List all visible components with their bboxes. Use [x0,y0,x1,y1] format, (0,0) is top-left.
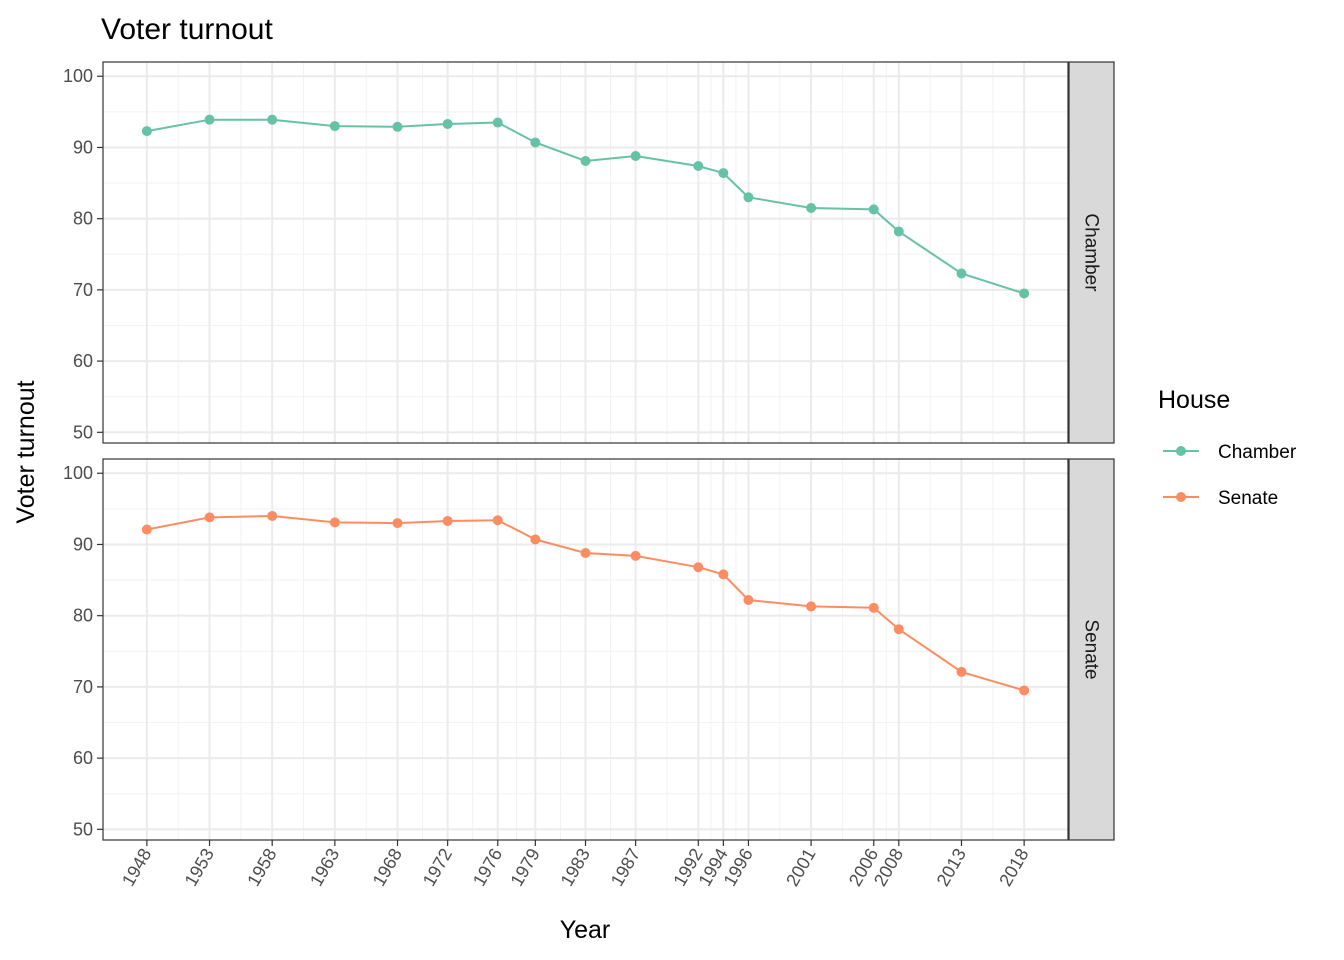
y-tick-label: 50 [73,819,93,839]
data-point-chamber-1976 [492,117,503,128]
data-point-chamber-1992 [693,160,704,171]
legend-point [1176,492,1186,502]
data-point-senate-1979 [530,534,541,545]
data-point-chamber-1958 [267,114,278,125]
data-point-senate-2001 [806,601,817,612]
y-tick-label: 90 [73,137,93,157]
series-line-senate [146,514,1025,692]
data-point-senate-1972 [442,515,453,526]
x-axis-title: Year [560,916,611,944]
data-point-chamber-1953 [204,114,215,125]
data-point-senate-2018 [1019,685,1030,696]
x-tick-label: 2001 [782,845,819,890]
facet-strip [1068,61,1115,444]
data-point-chamber-1994 [718,168,729,179]
data-point-chamber-2013 [956,268,967,279]
data-point-chamber-1996 [743,192,754,203]
legend-label: Chamber [1218,442,1297,463]
y-tick-label: 70 [73,677,93,697]
data-point-senate-1992 [693,562,704,573]
x-tick-label: 1953 [181,845,218,890]
facet-strip [1068,458,1115,841]
x-tick-label: 1976 [469,845,506,890]
data-point-chamber-1983 [580,155,591,166]
y-tick-label: 50 [73,422,93,442]
data-point-chamber-1987 [630,151,641,162]
data-point-senate-1994 [718,569,729,580]
data-point-senate-2013 [956,666,967,677]
data-point-senate-2006 [868,602,879,613]
y-tick-label: 60 [73,748,93,768]
data-point-chamber-1979 [530,137,541,148]
data-point-chamber-2001 [806,202,817,213]
facet-panels: 50 60 70 80 90 100 Chamber 50 60 70 80 90 100 Senate [63,61,1115,841]
data-point-senate-1953 [204,512,215,523]
x-tick-label: 1987 [607,845,644,890]
data-point-senate-2008 [893,624,904,635]
legend: House Chamber Senate [1158,386,1297,509]
x-tick-label: 1948 [118,845,155,890]
panel-chamber: 50 60 70 80 90 100 Chamber [63,61,1115,444]
y-tick-label: 70 [73,280,93,300]
data-point-senate-1958 [267,510,278,521]
y-tick-label: 80 [73,606,93,626]
x-tick-label: 1958 [243,845,280,890]
x-tick-label: 1983 [557,845,594,890]
x-tick-label: 1968 [369,845,406,890]
chart-title: Voter turnout [101,13,273,46]
panel-border [102,61,1069,444]
data-point-chamber-1963 [329,121,340,132]
x-axis: 1948 1953 1958 1963 1968 1972 1976 1979 1983 1987… [118,840,1033,890]
legend-point [1176,446,1186,456]
y-axis-title: Voter turnout [12,380,40,523]
y-tick-label: 100 [63,463,93,483]
series-line-chamber [146,118,1025,295]
panel-senate: 50 60 70 80 90 100 Senate [63,458,1115,841]
data-point-senate-1968 [392,518,403,529]
data-point-chamber-2008 [893,226,904,237]
data-point-chamber-2018 [1019,288,1030,299]
data-point-chamber-2006 [868,204,879,215]
x-tick-label: 2013 [933,845,970,890]
legend-key-senate: Senate [1163,488,1278,509]
x-tick-label: 1963 [306,845,343,890]
data-point-senate-1987 [630,550,641,561]
y-tick-label: 60 [73,351,93,371]
x-tick-label: 1979 [506,845,543,890]
data-point-senate-1963 [329,517,340,528]
data-point-senate-1948 [141,524,152,535]
x-tick-label: 2018 [995,845,1032,890]
y-tick-label: 100 [63,66,93,86]
legend-title: House [1158,386,1230,414]
y-tick-label: 80 [73,209,93,229]
data-point-senate-1983 [580,548,591,559]
legend-key-chamber: Chamber [1163,442,1297,463]
facet-strip-label: Chamber [1081,213,1102,292]
data-point-chamber-1972 [442,118,453,129]
legend-label: Senate [1218,488,1278,509]
data-point-chamber-1948 [141,126,152,137]
y-tick-label: 90 [73,534,93,554]
data-point-senate-1976 [492,515,503,526]
data-point-chamber-1968 [392,121,403,132]
data-point-senate-1996 [743,595,754,606]
facet-strip-label: Senate [1081,619,1102,679]
x-tick-label: 1972 [419,845,456,890]
